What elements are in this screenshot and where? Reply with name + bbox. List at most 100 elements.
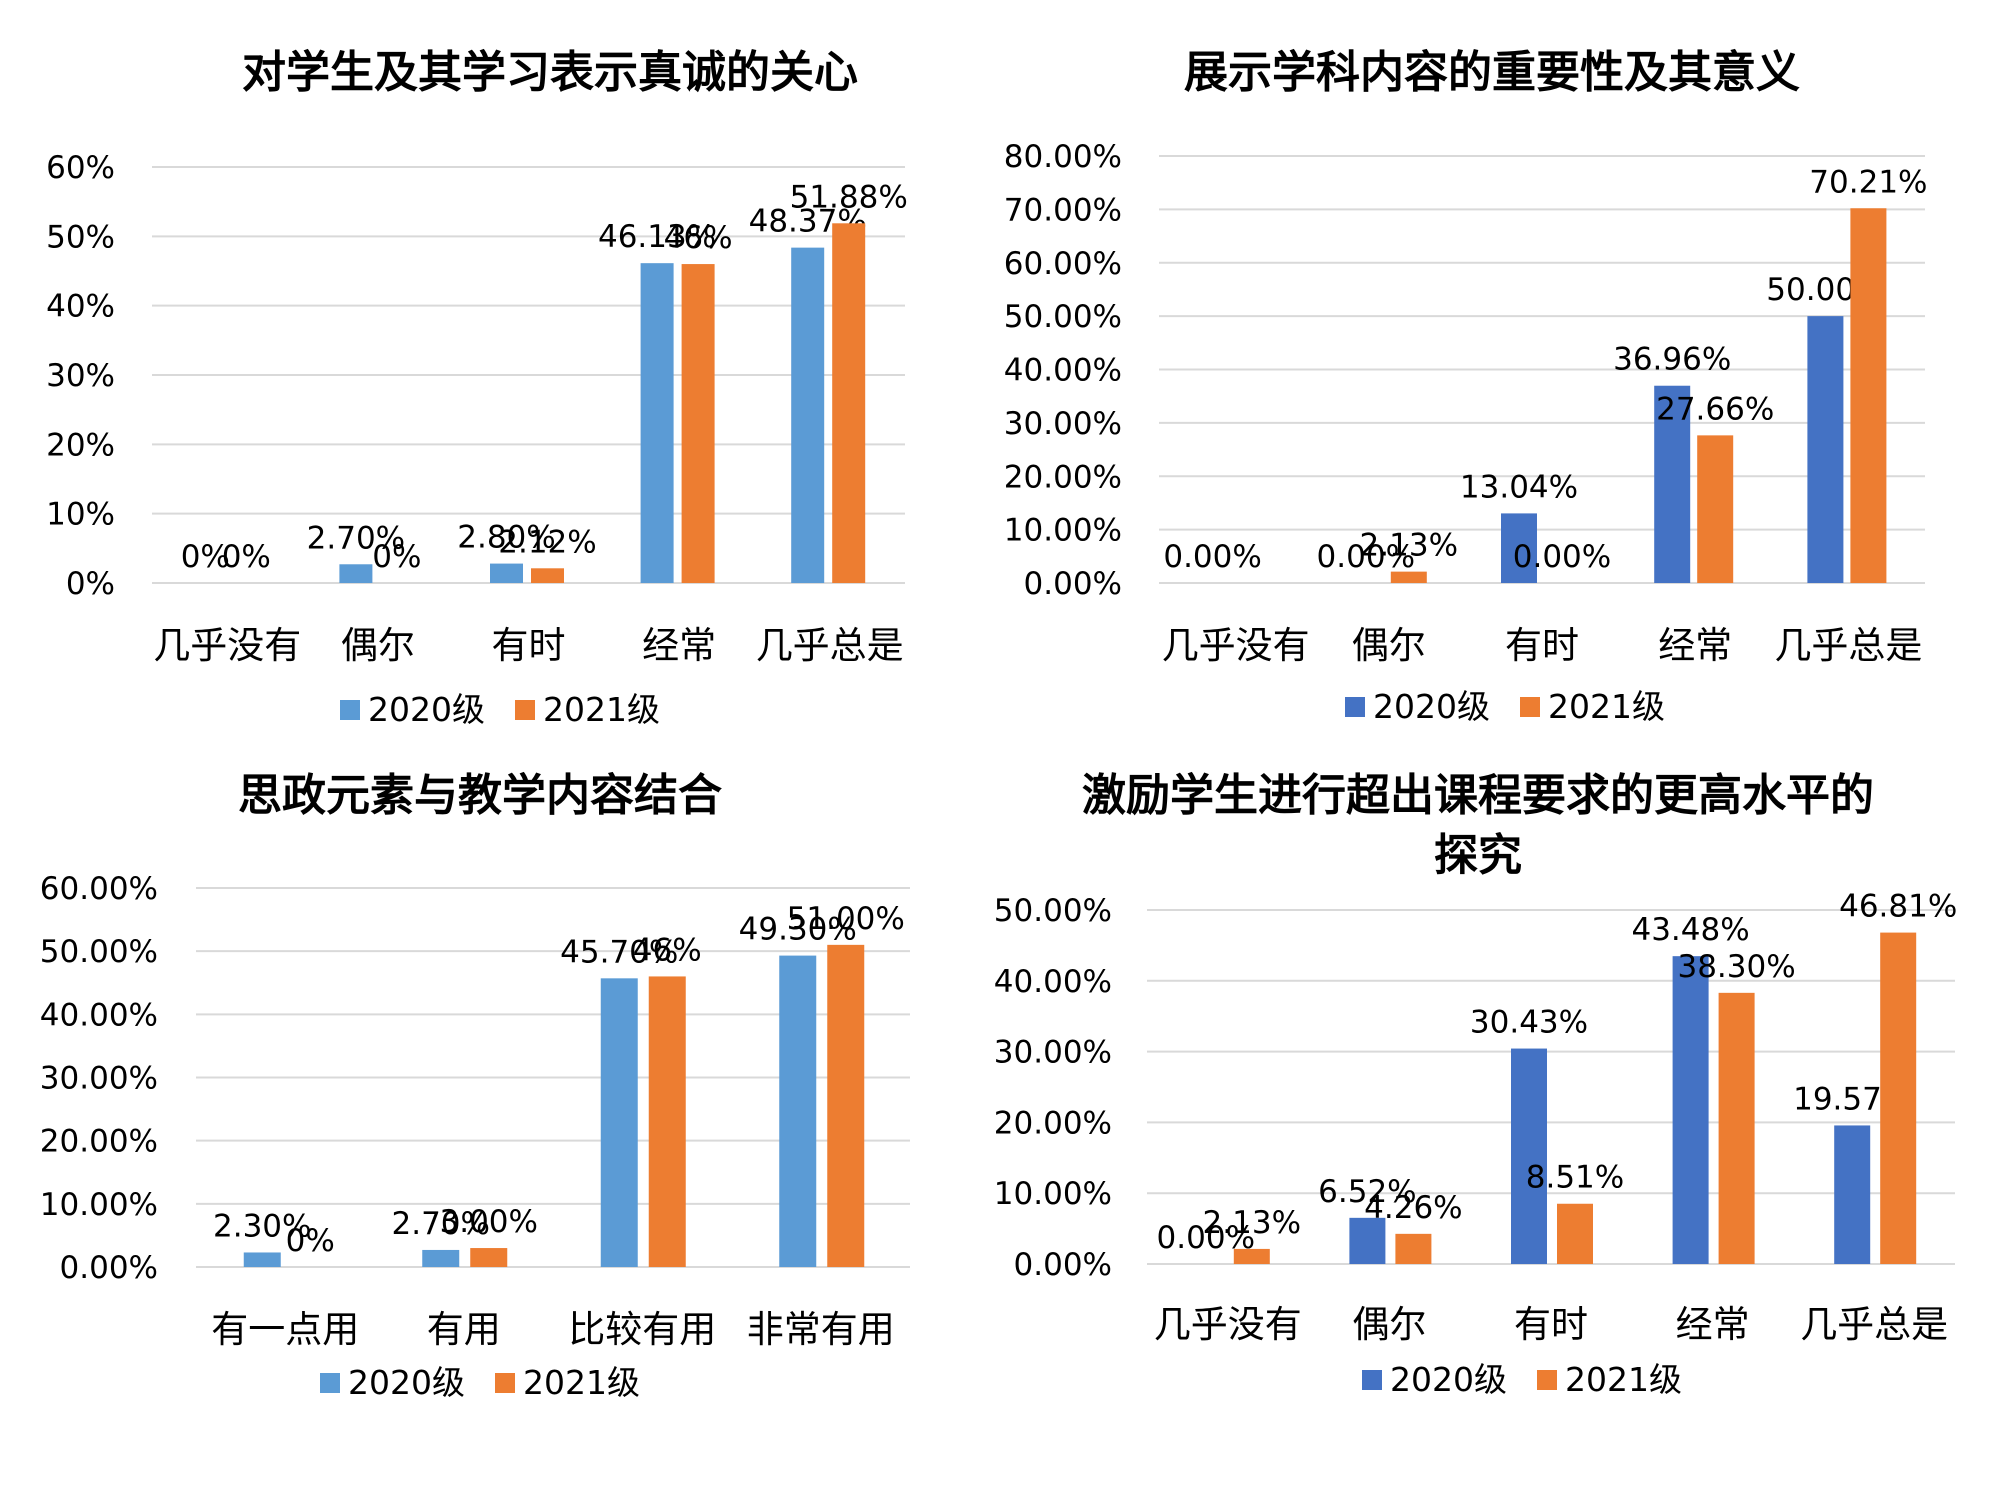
data-label: 0.00% (1163, 539, 1261, 575)
legend-swatch-2021 (495, 1373, 515, 1393)
data-label: 2.13% (1360, 528, 1458, 564)
legend-swatch-2020 (1362, 1370, 1382, 1390)
y-tick-label: 0.00% (60, 1250, 158, 1286)
data-label: 2.70% (392, 1206, 490, 1242)
x-tick-label: 几乎总是 (1800, 1303, 1948, 1346)
legend-swatch-2020 (1345, 697, 1365, 717)
y-tick-label: 0% (66, 566, 115, 602)
data-label: 0% (181, 539, 230, 575)
bar-2021-5 (832, 223, 866, 584)
bar-2020-4 (1654, 385, 1691, 583)
bar-2020-3 (490, 563, 523, 583)
bar-2021-5 (1850, 208, 1887, 583)
chart-title: 探究 (1434, 830, 1522, 881)
data-label: 2.70% (307, 520, 405, 556)
data-label: 13.04% (1460, 469, 1578, 505)
y-tick-label: 50.00% (1004, 299, 1122, 335)
data-label: 49.30% (739, 912, 857, 948)
y-tick-label: 20.00% (1004, 459, 1122, 495)
bar-2021-1 (1233, 1248, 1270, 1264)
y-tick-label: 30.00% (40, 1061, 158, 1097)
bar-2021-3 (648, 976, 686, 1267)
y-tick-label: 30% (46, 358, 115, 394)
data-label: 2.80% (457, 520, 555, 556)
chart-3: 思政元素与教学内容结合 0.00% 10.00% 20.00% 30.00% 40.00%… (40, 770, 910, 1402)
legend-label: 2020级 (348, 1363, 465, 1402)
y-tick-label: 0.00% (1024, 566, 1122, 602)
data-label: 4.26% (1364, 1190, 1462, 1226)
data-label: 46.81% (1839, 889, 1957, 925)
y-tick-label: 60.00% (1004, 246, 1122, 282)
bar-2021-2 (1390, 571, 1427, 583)
bar-2021-3 (531, 568, 564, 583)
y-tick-label: 70.00% (1004, 192, 1122, 228)
legend-swatch-2021 (1520, 697, 1540, 717)
bar-2020-5 (1807, 316, 1844, 583)
bar-2021-4 (1718, 992, 1755, 1264)
y-tick-label: 10.00% (994, 1176, 1112, 1212)
legend-label: 2021级 (1565, 1360, 1682, 1399)
legend-swatch-2020 (340, 700, 360, 720)
x-tick-label: 有时 (492, 624, 566, 667)
x-tick-label: 有用 (427, 1308, 501, 1351)
bar-2020-3 (1501, 513, 1537, 583)
legend-swatch-2021 (515, 700, 535, 720)
bar-2020-3 (1511, 1048, 1547, 1264)
y-tick-label: 40% (46, 289, 115, 325)
x-tick-label: 经常 (1676, 1303, 1750, 1346)
legend-swatch-2020 (320, 1373, 340, 1393)
data-label: 38.30% (1677, 949, 1795, 985)
chart-title: 对学生及其学习表示真诚的关心 (242, 47, 858, 98)
bar-2020-2 (339, 564, 373, 583)
y-tick-label: 40.00% (1004, 353, 1122, 389)
legend-swatch-2021 (1537, 1370, 1557, 1390)
x-tick-label: 几乎总是 (756, 624, 904, 667)
x-tick-label: 经常 (1658, 624, 1732, 667)
y-tick-label: 60% (46, 150, 115, 186)
legend-label: 2021级 (1548, 687, 1665, 726)
data-label: 0% (222, 539, 271, 575)
bar-2020-2 (422, 1249, 460, 1267)
chart-title: 激励学生进行超出课程要求的更高水平的 (1082, 770, 1874, 821)
data-label: 6.52% (1318, 1174, 1416, 1210)
x-tick-label: 偶尔 (1352, 624, 1426, 667)
x-tick-label: 经常 (642, 624, 716, 667)
data-label: 70.21% (1809, 164, 1927, 200)
chart-title: 思政元素与教学内容结合 (238, 770, 722, 821)
data-label: 36.96% (1613, 342, 1731, 378)
bar-2020-4 (1672, 956, 1709, 1264)
chart-title: 展示学科内容的重要性及其意义 (1184, 47, 1800, 98)
legend-label: 2020级 (1373, 687, 1490, 726)
chart-2: 展示学科内容的重要性及其意义 0.00% 10.00% 20.00% 30.00% 40.… (1004, 47, 1928, 726)
y-tick-label: 40.00% (994, 964, 1112, 1000)
bar-2021-5 (1880, 932, 1917, 1264)
data-label: 0.00% (1317, 539, 1415, 575)
x-tick-label: 几乎没有 (1154, 1303, 1302, 1346)
bar-2021-2 (1395, 1233, 1432, 1264)
bar-2020-3 (600, 978, 638, 1267)
data-label: 0.00% (1513, 539, 1611, 575)
bar-2021-4 (1697, 435, 1734, 583)
y-tick-label: 40.00% (40, 997, 158, 1033)
x-tick-label: 几乎没有 (1162, 624, 1310, 667)
data-label: 2.13% (1203, 1205, 1301, 1241)
x-tick-label: 几乎没有 (153, 624, 301, 667)
y-tick-label: 80.00% (1004, 139, 1122, 175)
data-label: 27.66% (1656, 391, 1774, 427)
chart-1: 对学生及其学习表示真诚的关心 0% 10% 20% 30% 40% 50% 60% 几乎没有 0%… (46, 47, 908, 729)
bar-2020-4 (640, 263, 674, 583)
data-label: 46.13% (598, 219, 716, 255)
y-tick-label: 20.00% (40, 1124, 158, 1160)
legend-label: 2020级 (368, 690, 485, 729)
y-tick-label: 50.00% (994, 893, 1112, 929)
y-tick-label: 50% (46, 219, 115, 255)
data-label: 46% (633, 932, 702, 968)
y-tick-label: 30.00% (1004, 406, 1122, 442)
x-tick-label: 有时 (1514, 1303, 1588, 1346)
bar-2020-2 (1349, 1217, 1386, 1264)
x-tick-label: 有时 (1505, 624, 1579, 667)
bar-2020-4 (779, 955, 817, 1267)
x-tick-label: 比较有用 (568, 1308, 716, 1351)
x-tick-label: 有一点用 (211, 1308, 359, 1351)
